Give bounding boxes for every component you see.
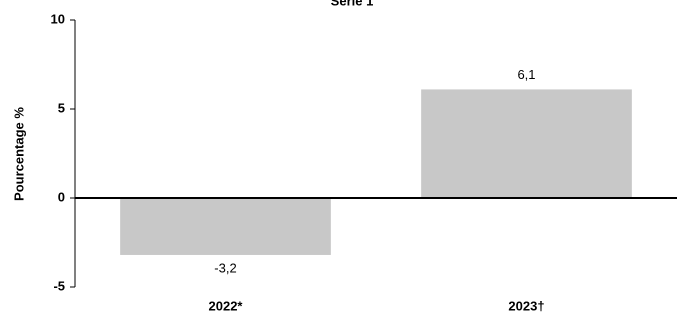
y-tick-label: -5 [53,278,65,293]
y-tick-label: 5 [58,100,65,115]
value-label: -3,2 [214,260,236,275]
value-label: 6,1 [517,67,535,82]
y-axis-label: Pourcentage % [11,107,26,201]
x-tick-label: 2023† [508,298,544,313]
chart-title: Serie 1 [331,0,374,8]
bar [421,89,632,198]
x-tick-label: 2022* [209,298,244,313]
y-tick-label: 10 [51,11,65,26]
y-tick-label: 0 [58,189,65,204]
bar [120,198,331,255]
